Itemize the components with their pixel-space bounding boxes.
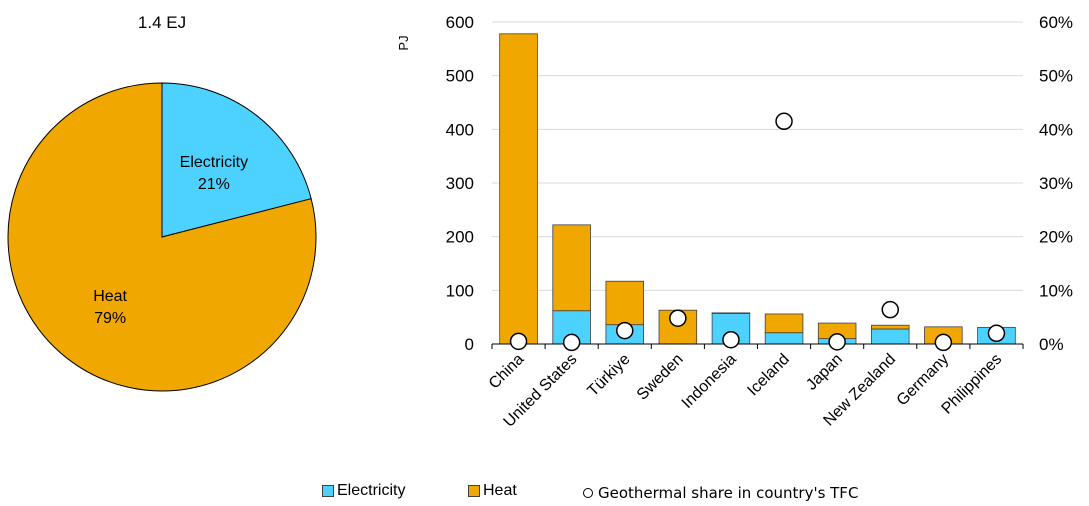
pie-pct-heat: 79% bbox=[94, 310, 126, 327]
y2-tick-label: 30% bbox=[1039, 174, 1073, 193]
bar-heat bbox=[605, 280, 645, 326]
share-marker bbox=[562, 333, 581, 352]
y2-tick-label: 60% bbox=[1039, 13, 1073, 32]
y2-tick-label: 10% bbox=[1039, 281, 1073, 300]
share-marker bbox=[934, 333, 953, 352]
x-tick-label: Iceland bbox=[744, 351, 793, 400]
legend-share: Geothermal share in country's TFC bbox=[583, 482, 858, 504]
share-marker bbox=[616, 321, 634, 340]
legend-electricity-swatch bbox=[322, 485, 334, 497]
y-tick-label: 100 bbox=[446, 281, 474, 300]
legend-heat-label: Heat bbox=[483, 482, 517, 499]
share-marker bbox=[775, 112, 793, 131]
bar-heat bbox=[499, 33, 538, 345]
legend-heat-swatch bbox=[468, 485, 480, 497]
x-tick-label: China bbox=[486, 351, 528, 393]
y2-tick-label: 50% bbox=[1039, 67, 1073, 86]
y-tick-label: 400 bbox=[446, 120, 474, 139]
y-tick-label: 0 bbox=[465, 335, 474, 354]
x-tick-label: Indonesia bbox=[679, 351, 740, 412]
legend-share-marker bbox=[583, 488, 593, 498]
legend-electricity: Electricity bbox=[322, 480, 405, 502]
bar-heat bbox=[871, 324, 910, 330]
x-tick-label: Japan bbox=[803, 351, 846, 394]
legend-electricity-label: Electricity bbox=[337, 482, 406, 499]
y-tick-label: 300 bbox=[446, 174, 474, 193]
x-tick-label: Sweden bbox=[634, 351, 687, 404]
bar-heat bbox=[552, 224, 591, 312]
legend-share-label: Geothermal share in country's TFC bbox=[598, 484, 859, 502]
y2-tick-label: 20% bbox=[1039, 228, 1073, 247]
y-tick-label: 200 bbox=[446, 228, 474, 247]
pie-label-heat: Heat bbox=[93, 288, 127, 305]
share-marker bbox=[987, 324, 1006, 343]
pie-pct-electricity: 21% bbox=[198, 176, 230, 193]
pie-slice-heat bbox=[7, 82, 317, 392]
share-marker bbox=[669, 309, 687, 327]
y2-tick-label: 40% bbox=[1039, 120, 1073, 139]
share-marker bbox=[828, 333, 846, 351]
share-marker bbox=[722, 330, 740, 349]
bar-electricity bbox=[764, 332, 804, 345]
share-marker bbox=[881, 300, 899, 319]
x-tick-label: Türkiye bbox=[584, 351, 633, 400]
pie-slice-electricity bbox=[161, 82, 312, 238]
bar-heat bbox=[711, 312, 751, 314]
y2-tick-label: 0% bbox=[1039, 335, 1064, 354]
pie-label-electricity: Electricity bbox=[180, 154, 248, 171]
bar-electricity bbox=[871, 328, 910, 345]
pie-title: 1.4 EJ bbox=[138, 13, 186, 32]
y-tick-label: 600 bbox=[446, 13, 474, 32]
y-axis-title: PJ bbox=[396, 35, 411, 50]
bar-heat bbox=[764, 313, 804, 334]
share-marker bbox=[509, 332, 528, 351]
legend-heat: Heat bbox=[468, 480, 517, 502]
y-tick-label: 500 bbox=[446, 67, 474, 86]
bar-chart: PJ 0 100 200 300 400 500 600 0% 10% 20% 30% 40% 50% 6… bbox=[396, 13, 1073, 431]
pie-chart: 1.4 EJ Electricity 21% Heat 79% bbox=[7, 13, 317, 392]
